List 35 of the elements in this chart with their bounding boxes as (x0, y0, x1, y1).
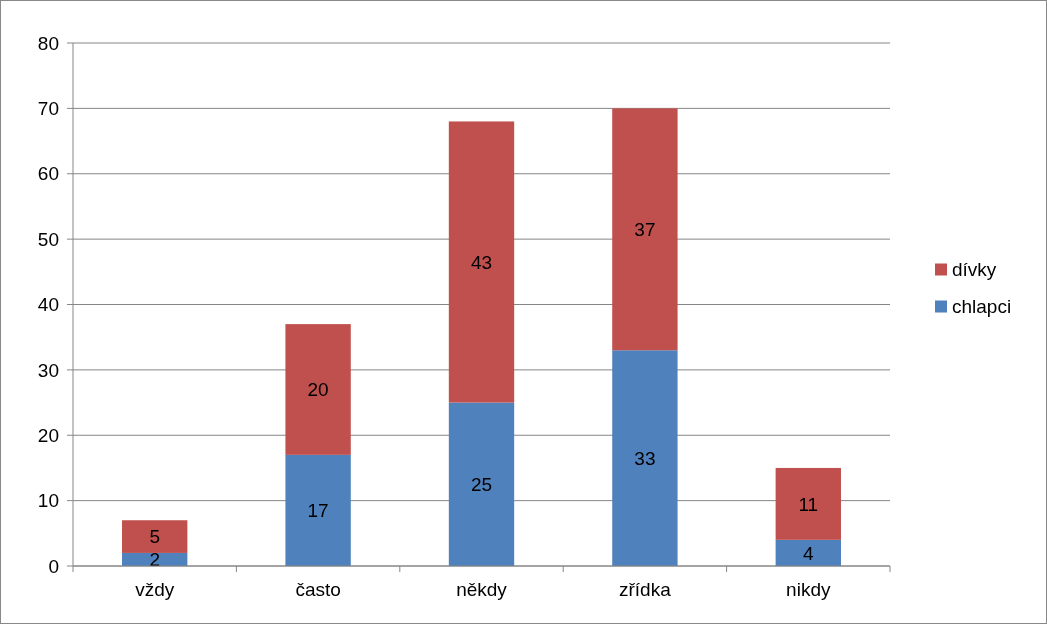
y-tick-label: 60 (37, 163, 59, 185)
y-tick-label: 0 (48, 555, 59, 577)
x-tick-label: vždy (135, 579, 175, 600)
y-tick-label: 20 (37, 424, 59, 446)
bar (285, 324, 351, 455)
data-label: 20 (307, 379, 329, 401)
y-tick-label: 10 (37, 490, 59, 512)
bar (612, 350, 678, 566)
bar (122, 520, 188, 553)
y-tick-label: 40 (37, 294, 59, 316)
data-label: 33 (634, 447, 656, 469)
data-label: 43 (470, 251, 493, 273)
y-tick-label: 30 (37, 359, 59, 381)
data-label: 5 (149, 526, 160, 548)
x-tick-label: zřídka (619, 579, 672, 600)
bar (448, 121, 515, 403)
data-label: 17 (307, 500, 329, 522)
bar (775, 467, 841, 540)
bar (448, 402, 515, 566)
legend-label: dívky (952, 259, 997, 281)
y-tick-label: 80 (37, 32, 59, 54)
x-tick-label: někdy (456, 579, 508, 600)
data-label: 11 (798, 493, 819, 515)
data-label: 4 (803, 542, 815, 564)
bar (775, 539, 841, 566)
data-label: 2 (149, 549, 160, 571)
bar (285, 454, 351, 566)
x-tick-label: nikdy (786, 579, 831, 600)
x-tick-label: často (295, 579, 341, 600)
data-label: 37 (634, 218, 656, 240)
bar (612, 108, 678, 351)
legend-label: chlapci (952, 296, 1012, 318)
data-label: 25 (470, 473, 493, 495)
y-tick-label: 70 (37, 98, 59, 120)
y-tick-label: 50 (37, 228, 59, 250)
